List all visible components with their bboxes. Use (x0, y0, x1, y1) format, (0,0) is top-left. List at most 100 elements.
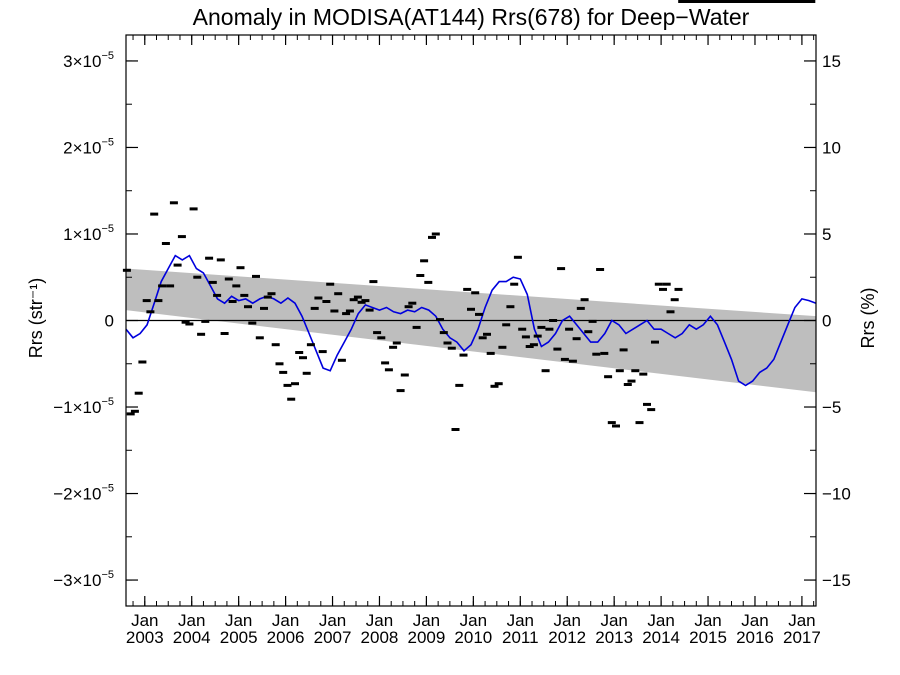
data-point (619, 348, 628, 352)
data-point (612, 424, 620, 428)
data-point (353, 295, 362, 299)
data-point (310, 306, 319, 310)
data-point (439, 331, 448, 335)
data-point (201, 319, 210, 323)
data-point (228, 300, 237, 303)
data-point (197, 332, 206, 336)
y-right-tick-label: 10 (822, 138, 841, 157)
data-point (483, 332, 491, 336)
y-left-tick-label: 0 (105, 312, 114, 331)
x-tick-label-year: 2003 (126, 628, 164, 647)
trend-band-area (126, 268, 816, 393)
data-point (169, 201, 178, 205)
x-tick-label-year: 2012 (548, 628, 586, 647)
data-point (216, 258, 225, 262)
data-point (560, 357, 569, 361)
data-point (600, 351, 609, 355)
data-point (248, 321, 257, 325)
data-point (252, 274, 260, 278)
data-point (670, 298, 679, 302)
x-tick-label-year: 2005 (220, 628, 258, 647)
data-point (647, 408, 656, 412)
y-right-tick-label: −15 (822, 571, 851, 590)
x-tick-label-month: Jan (741, 611, 768, 630)
data-point (122, 268, 131, 272)
data-point (142, 299, 151, 303)
data-point (627, 379, 636, 383)
data-point (701, 0, 710, 3)
x-tick-label-year: 2004 (173, 628, 211, 647)
data-point (337, 358, 346, 362)
data-point (549, 319, 558, 322)
data-point (334, 292, 343, 296)
data-point (486, 351, 495, 355)
data-point (244, 305, 252, 309)
data-point (533, 334, 542, 338)
data-point (349, 298, 358, 302)
data-point (643, 402, 651, 406)
data-point (783, 0, 792, 3)
data-point (424, 280, 433, 284)
data-point (357, 300, 366, 304)
data-point (678, 0, 687, 3)
data-point (361, 299, 370, 303)
x-tick-label-year: 2017 (783, 628, 821, 647)
data-point (389, 345, 398, 349)
data-point (377, 336, 386, 340)
data-point (318, 350, 327, 354)
data-point (654, 282, 663, 286)
data-point (173, 263, 182, 267)
data-point (521, 335, 530, 339)
x-tick-label-year: 2007 (314, 628, 352, 647)
data-point (306, 343, 315, 347)
x-tick-label-month: Jan (694, 611, 721, 630)
data-point (666, 310, 675, 314)
data-point (275, 362, 284, 366)
data-point (431, 232, 440, 236)
data-point (736, 0, 745, 3)
data-point (639, 372, 648, 376)
data-point (592, 352, 601, 356)
data-point (224, 277, 233, 281)
data-point (236, 266, 245, 270)
data-point (154, 299, 163, 303)
data-point (443, 341, 452, 345)
data-point (240, 293, 249, 297)
smoothed-series (125, 254, 817, 387)
y-axis-label-left: Rrs (str⁻¹) (26, 278, 46, 358)
data-point (478, 336, 487, 340)
data-point (220, 332, 229, 335)
data-point (490, 384, 499, 388)
x-tick-label-year: 2016 (736, 628, 774, 647)
data-point (510, 282, 519, 286)
data-point (604, 375, 613, 379)
data-point (400, 373, 409, 377)
data-point (463, 287, 472, 291)
x-tick-label-month: Jan (460, 611, 487, 630)
data-point (529, 343, 538, 347)
data-point (631, 369, 640, 373)
x-tick-label-year: 2014 (642, 628, 680, 647)
data-point (596, 268, 605, 271)
data-point (674, 287, 683, 291)
data-point (396, 389, 405, 393)
data-point (295, 351, 304, 354)
data-point (185, 322, 194, 326)
smoothed-series-line (125, 254, 817, 387)
data-point (545, 327, 554, 331)
data-point (271, 343, 280, 347)
x-tick-label-month: Jan (788, 611, 815, 630)
data-point (392, 341, 401, 345)
data-point (557, 267, 566, 271)
data-point (506, 305, 515, 309)
y-right-tick-label: 5 (822, 225, 831, 244)
x-tick-label-month: Jan (647, 611, 674, 630)
data-point (420, 259, 429, 263)
data-point (189, 207, 198, 211)
data-point (607, 421, 616, 425)
data-point (502, 323, 511, 327)
data-point (263, 295, 272, 299)
data-point (772, 0, 781, 3)
data-point (584, 330, 593, 334)
trend-band (126, 268, 816, 393)
